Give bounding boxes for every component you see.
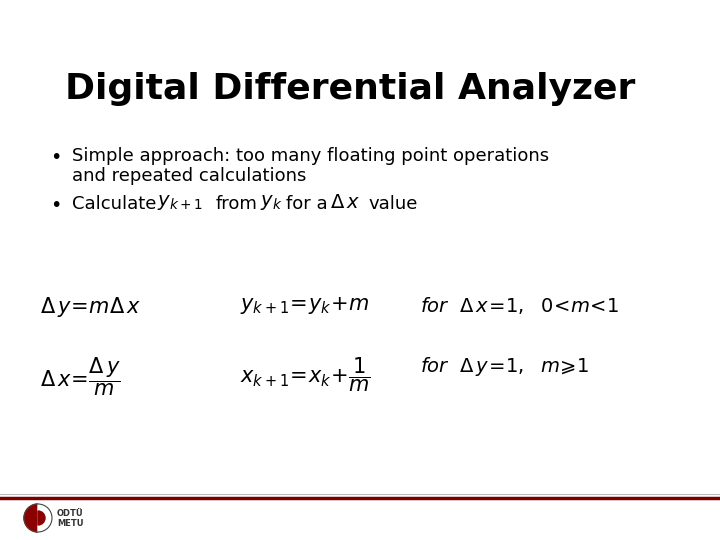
- Text: $\Delta\,x$: $\Delta\,x$: [330, 193, 360, 212]
- Text: $\Delta\,x\!=\!\dfrac{\Delta\,y}{m}$: $\Delta\,x\!=\!\dfrac{\Delta\,y}{m}$: [40, 355, 121, 397]
- Circle shape: [23, 503, 53, 533]
- Text: $\Delta\,y\!=\!m\Delta\,x$: $\Delta\,y\!=\!m\Delta\,x$: [40, 295, 141, 319]
- Text: Digital Differential Analyzer: Digital Differential Analyzer: [65, 72, 635, 106]
- Text: Simple approach: too many floating point operations: Simple approach: too many floating point…: [72, 147, 549, 165]
- Text: from: from: [216, 195, 258, 213]
- Wedge shape: [38, 511, 45, 525]
- Text: $\mathit{for}\ \ \Delta\,x\!=\!1,\ \ 0\!<\!m\!<\!1$: $\mathit{for}\ \ \Delta\,x\!=\!1,\ \ 0\!…: [420, 295, 619, 316]
- Wedge shape: [24, 504, 38, 532]
- Text: and repeated calculations: and repeated calculations: [72, 167, 307, 185]
- Text: $y_k$: $y_k$: [260, 193, 282, 212]
- Text: $\mathit{for}\ \ \Delta\,y\!=\!1,\ \ m\!\geqslant\!1$: $\mathit{for}\ \ \Delta\,y\!=\!1,\ \ m\!…: [420, 355, 590, 378]
- Text: •: •: [50, 196, 61, 215]
- Text: Calculate: Calculate: [72, 195, 156, 213]
- Text: for a: for a: [286, 195, 328, 213]
- Text: $y_{k+1}\!=\!y_k\!+\!m$: $y_{k+1}\!=\!y_k\!+\!m$: [240, 295, 369, 316]
- Text: $x_{k+1}\!=\!x_k\!+\!\dfrac{1}{m}$: $x_{k+1}\!=\!x_k\!+\!\dfrac{1}{m}$: [240, 355, 371, 394]
- Text: •: •: [50, 148, 61, 167]
- Text: $y_{k+1}$: $y_{k+1}$: [157, 193, 203, 212]
- Text: ODTÜ: ODTÜ: [57, 509, 84, 517]
- Text: METU: METU: [57, 518, 84, 528]
- Wedge shape: [38, 504, 52, 532]
- Text: value: value: [368, 195, 418, 213]
